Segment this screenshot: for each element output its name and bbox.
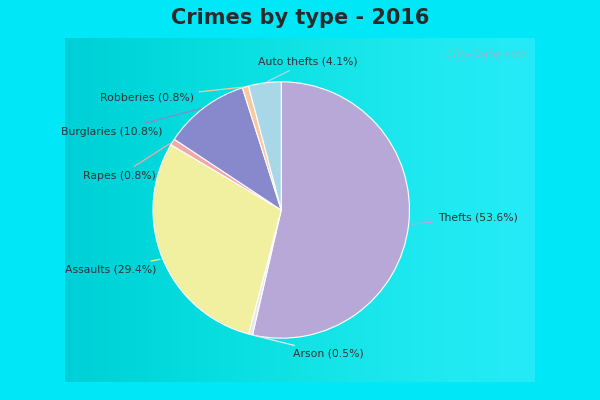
Wedge shape	[153, 145, 281, 334]
Wedge shape	[248, 82, 281, 210]
Text: Auto thefts (4.1%): Auto thefts (4.1%)	[258, 56, 358, 82]
Text: Rapes (0.8%): Rapes (0.8%)	[83, 144, 170, 181]
Wedge shape	[248, 210, 281, 335]
Text: Burglaries (10.8%): Burglaries (10.8%)	[61, 108, 201, 137]
Wedge shape	[174, 88, 281, 210]
Text: Arson (0.5%): Arson (0.5%)	[253, 335, 364, 359]
Text: Robberies (0.8%): Robberies (0.8%)	[100, 87, 243, 102]
Text: Thefts (53.6%): Thefts (53.6%)	[412, 213, 517, 224]
Wedge shape	[253, 82, 409, 338]
Text: Crimes by type - 2016: Crimes by type - 2016	[171, 8, 429, 28]
Wedge shape	[171, 139, 281, 210]
Wedge shape	[242, 86, 281, 210]
Text: City-Data.com: City-Data.com	[446, 48, 530, 61]
Text: Assaults (29.4%): Assaults (29.4%)	[65, 259, 160, 274]
